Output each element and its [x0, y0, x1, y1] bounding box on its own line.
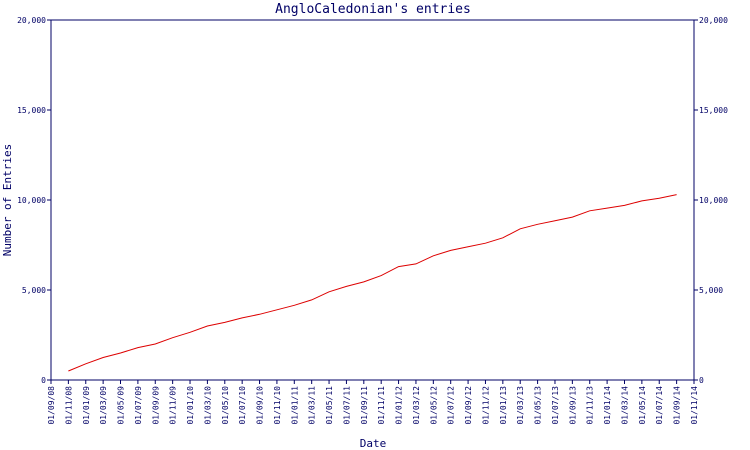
y-tick-label: 20,000	[17, 16, 46, 25]
x-tick-label: 01/05/12	[429, 386, 438, 425]
x-tick-label: 01/05/13	[534, 386, 543, 425]
x-tick-label: 01/03/09	[99, 386, 108, 425]
x-tick-label: 01/07/09	[134, 386, 143, 425]
x-tick-label: 01/11/13	[586, 386, 595, 425]
y-tick-label: 0	[41, 376, 46, 385]
x-tick-label: 01/01/14	[603, 386, 612, 425]
x-tick-label: 01/01/11	[290, 386, 299, 425]
x-tick-label: 01/03/10	[203, 386, 212, 425]
x-tick-label: 01/11/11	[377, 386, 386, 425]
x-tick-label: 01/09/11	[360, 386, 369, 425]
y2-tick-label: 15,000	[699, 106, 728, 115]
x-tick-label: 01/01/12	[395, 386, 404, 425]
y2-tick-label: 5,000	[699, 286, 723, 295]
x-tick-label: 01/09/08	[47, 386, 56, 425]
y2-tick-label: 20,000	[699, 16, 728, 25]
y-tick-label: 10,000	[17, 196, 46, 205]
x-tick-label: 01/05/10	[221, 386, 230, 425]
x-tick-label: 01/09/10	[256, 386, 265, 425]
plot-frame	[50, 19, 695, 381]
y2-tick-label: 10,000	[699, 196, 728, 205]
x-tick-label: 01/09/13	[568, 386, 577, 425]
x-tick-label: 01/11/08	[64, 386, 73, 425]
x-tick-label: 01/03/13	[516, 386, 525, 425]
x-tick-label: 01/07/11	[342, 386, 351, 425]
x-tick-label: 01/05/09	[117, 386, 126, 425]
x-tick-label: 01/03/14	[620, 386, 629, 425]
x-tick-label: 01/05/14	[638, 386, 647, 425]
x-tick-label: 01/07/12	[447, 386, 456, 425]
x-tick-label: 01/05/11	[325, 386, 334, 425]
x-tick-label: 01/11/10	[273, 386, 282, 425]
x-tick-label: 01/01/09	[82, 386, 91, 425]
y2-tick-label: 0	[699, 376, 704, 385]
x-tick-label: 01/11/14	[690, 386, 699, 425]
y-tick-label: 5,000	[22, 286, 46, 295]
data-line	[68, 194, 677, 372]
x-tick-label: 01/03/12	[412, 386, 421, 425]
chart-title: AngloCaledonian's entries	[275, 2, 471, 17]
x-tick-label: 01/03/11	[308, 386, 317, 425]
x-tick-label: 01/07/14	[655, 386, 664, 425]
x-tick-label: 01/01/10	[186, 386, 195, 425]
x-tick-label: 01/11/09	[169, 386, 178, 425]
x-tick-label: 01/07/13	[551, 386, 560, 425]
x-tick-label: 01/09/09	[151, 386, 160, 425]
x-tick-label: 01/01/13	[499, 386, 508, 425]
x-tick-label: 01/07/10	[238, 386, 247, 425]
x-axis-label: Date	[360, 437, 387, 450]
y-tick-label: 15,000	[17, 106, 46, 115]
y-axis-label: Number of Entries	[1, 144, 14, 257]
x-tick-label: 01/09/12	[464, 386, 473, 425]
x-tick-label: 01/09/14	[673, 386, 682, 425]
x-tick-label: 01/11/12	[481, 386, 490, 425]
